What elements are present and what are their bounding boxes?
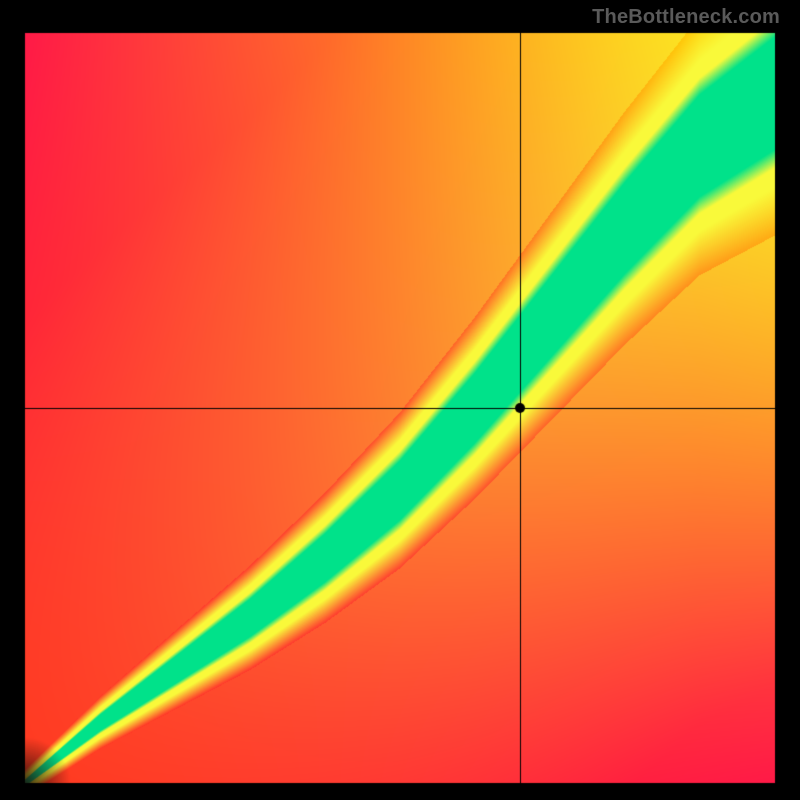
heatmap-canvas (0, 0, 800, 800)
chart-container: TheBottleneck.com (0, 0, 800, 800)
watermark-text: TheBottleneck.com (592, 6, 780, 29)
